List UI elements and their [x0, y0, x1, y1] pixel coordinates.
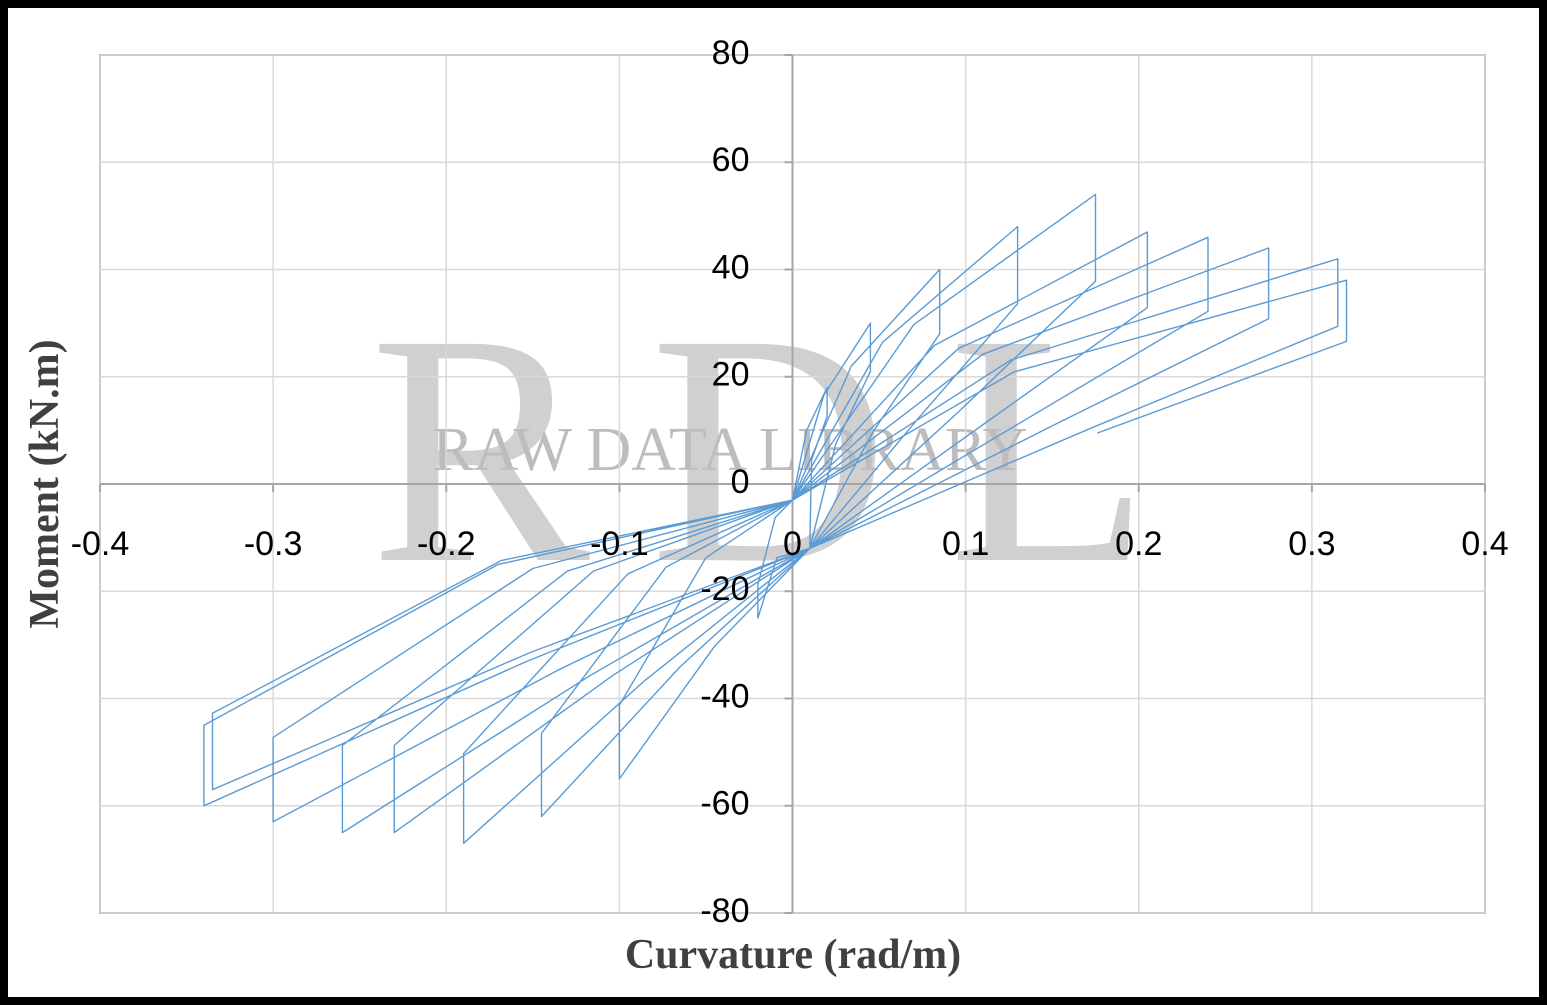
watermark-logo: RDL	[370, 267, 1210, 632]
x-tick-label: -0.1	[590, 525, 649, 563]
data-line	[203, 193, 1348, 844]
x-tick-label: -0.2	[417, 525, 476, 563]
x-tick-label: -0.4	[71, 525, 130, 563]
y-tick-label: -80	[700, 892, 749, 930]
y-tick-label: 20	[712, 356, 750, 394]
x-tick-label: 0.3	[1288, 525, 1335, 563]
y-tick-label: 60	[712, 141, 750, 179]
y-tick-label: 80	[712, 34, 750, 72]
y-tick-label: 0	[731, 463, 750, 501]
x-tick-label: 0.1	[942, 525, 989, 563]
x-axis-label: Curvature (rad/m)	[625, 932, 961, 978]
y-axis-label: Moment (kN.m)	[22, 339, 68, 628]
y-tick-label: -40	[700, 677, 749, 715]
x-tick-label: -0.3	[244, 525, 303, 563]
y-tick-label: -60	[700, 785, 749, 823]
watermark-text: RAW DATA LIBRARY	[432, 416, 1027, 484]
x-tick-label: 0	[783, 525, 802, 563]
y-tick-label: -20	[700, 570, 749, 608]
y-tick-label: 40	[712, 248, 750, 286]
x-tick-label: 0.4	[1461, 525, 1508, 563]
x-tick-label: 0.2	[1115, 525, 1162, 563]
